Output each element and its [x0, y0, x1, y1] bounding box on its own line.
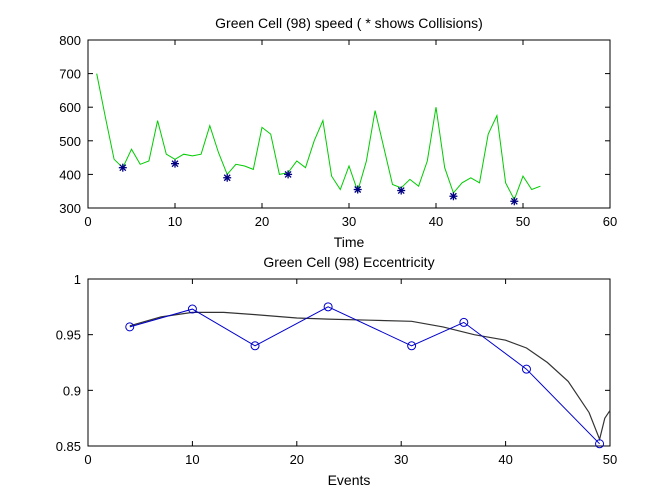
collision-marker: [510, 197, 519, 206]
speed-x-tick-label: 30: [342, 214, 356, 229]
eccentricity-point: [459, 317, 469, 327]
speed-series: [96, 73, 541, 206]
speed-y-tick-label: 600: [59, 100, 81, 115]
eccentricity-plot-title: Green Cell (98) Eccentricity: [263, 254, 434, 270]
speed-x-tick-label: 40: [429, 214, 443, 229]
eccentricity-point: [323, 302, 333, 312]
collision-marker: [353, 185, 362, 194]
collision-marker: [223, 173, 232, 182]
eccentricity-point: [521, 364, 531, 374]
speed-y-tick-label: 300: [59, 201, 81, 216]
eccentricity-y-tick-label: 0.9: [63, 383, 81, 398]
collision-marker: [171, 159, 179, 168]
eccentricity-x-tick-label: 30: [394, 452, 408, 467]
speed-x-ticks: 0 10 20 30 40 50 60: [84, 40, 617, 229]
eccentricity-point: [595, 439, 605, 449]
speed-x-tick-label: 10: [168, 214, 182, 229]
speed-subplot: 0 10 20 30 40 50 60 300 400 500 600 700 800 Green C…: [59, 15, 617, 250]
eccentricity-x-ticks: 0 10 20 30 40 50: [84, 279, 617, 467]
eccentricity-y-tick-label: 1: [74, 272, 81, 287]
eccentricity-x-tick-label: 50: [603, 452, 617, 467]
speed-y-tick-label: 500: [59, 134, 81, 149]
eccentricity-point: [407, 341, 417, 351]
eccentricity-series: [125, 302, 611, 449]
collision-marker: [118, 163, 127, 172]
eccentricity-y-tick-label: 0.95: [56, 328, 81, 343]
speed-y-tick-label: 700: [59, 67, 81, 82]
eccentricity-y-ticks: 0.85 0.9 0.95 1: [56, 272, 610, 454]
speed-y-tick-label: 800: [59, 33, 81, 48]
eccentricity-point: [187, 304, 197, 314]
collision-marker: [449, 192, 458, 201]
eccentricity-x-tick-label: 20: [290, 452, 304, 467]
collision-marker: [284, 170, 293, 179]
eccentricity-point: [125, 322, 135, 332]
collision-marker: [397, 186, 406, 195]
speed-x-tick-label: 20: [255, 214, 269, 229]
eccentricity-x-axis-label: Events: [328, 472, 371, 488]
speed-x-axis-label: Time: [334, 234, 365, 250]
eccentricity-point: [250, 341, 260, 351]
eccentricity-x-tick-label: 40: [498, 452, 512, 467]
eccentricity-line: [129, 306, 600, 445]
eccentricity-smooth-line: [129, 311, 611, 442]
speed-x-tick-label: 0: [84, 214, 91, 229]
speed-x-tick-label: 60: [603, 214, 617, 229]
eccentricity-x-tick-label: 10: [185, 452, 199, 467]
eccentricity-plot-frame: [87, 278, 611, 447]
eccentricity-y-tick-label: 0.85: [56, 439, 81, 454]
speed-y-ticks: 300 400 500 600 700 800: [59, 33, 610, 216]
speed-plot-title: Green Cell (98) speed ( * shows Collisio…: [215, 15, 483, 31]
speed-line: [96, 73, 541, 201]
speed-y-tick-label: 400: [59, 167, 81, 182]
speed-plot-frame: [87, 39, 611, 209]
eccentricity-subplot: 0 10 20 30 40 50 0.85 0.9 0.95 1 Green Cell (98)…: [56, 254, 618, 488]
speed-x-tick-label: 50: [516, 214, 530, 229]
eccentricity-x-tick-label: 0: [84, 452, 91, 467]
